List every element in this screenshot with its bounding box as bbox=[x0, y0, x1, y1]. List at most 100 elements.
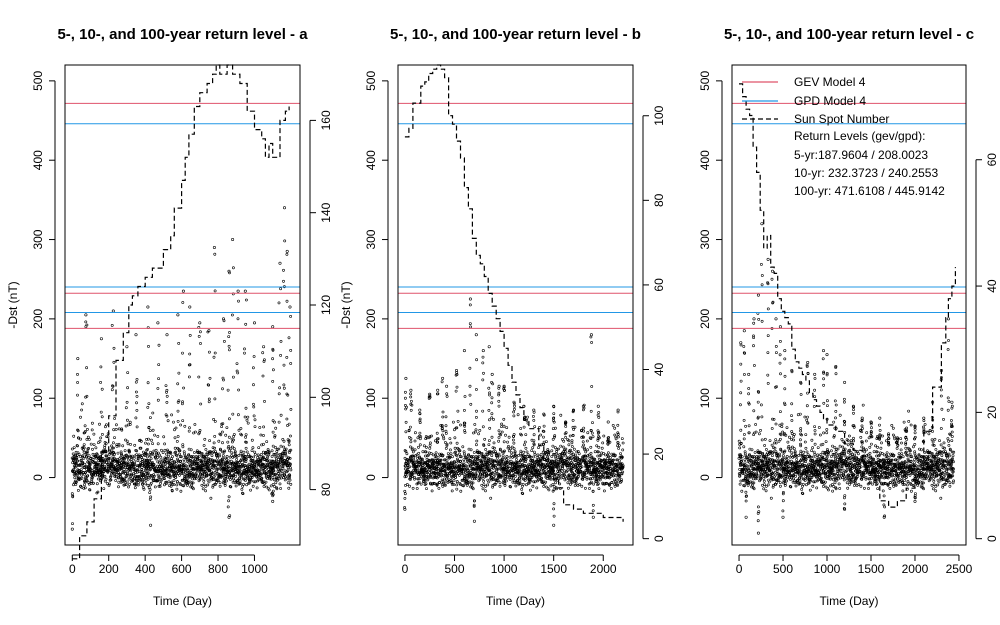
dst-point bbox=[445, 459, 449, 463]
dst-point bbox=[131, 479, 135, 483]
dst-point bbox=[136, 459, 140, 463]
x-tick-label: 600 bbox=[172, 562, 192, 576]
dst-point bbox=[256, 453, 260, 457]
dst-point bbox=[232, 447, 236, 451]
dst-point bbox=[138, 465, 142, 469]
dst-point bbox=[568, 434, 572, 438]
dst-point bbox=[100, 415, 104, 419]
dst-point bbox=[461, 445, 465, 449]
dst-point bbox=[140, 457, 144, 461]
dst-point bbox=[207, 397, 211, 401]
dst-point bbox=[179, 455, 183, 459]
dst-point bbox=[444, 431, 448, 435]
dst-point bbox=[269, 484, 273, 488]
dst-point bbox=[176, 457, 179, 461]
dst-point bbox=[562, 439, 566, 443]
dst-point bbox=[126, 472, 129, 476]
dst-point bbox=[477, 432, 481, 436]
dst-point bbox=[228, 514, 232, 518]
dst-point bbox=[172, 420, 175, 424]
dst-point bbox=[209, 450, 212, 454]
dst-point bbox=[216, 467, 219, 471]
dst-point bbox=[588, 487, 591, 490]
dst-point bbox=[226, 440, 230, 444]
dst-point bbox=[217, 439, 221, 443]
dst-point bbox=[184, 470, 188, 474]
dst-point bbox=[133, 460, 137, 464]
dst-point bbox=[769, 464, 773, 468]
dst-point bbox=[791, 445, 794, 449]
dst-point bbox=[200, 468, 203, 471]
dst-point bbox=[147, 344, 150, 348]
dst-point bbox=[234, 474, 238, 478]
dst-point bbox=[415, 468, 419, 472]
dst-point bbox=[222, 319, 226, 323]
dst-point bbox=[220, 474, 224, 478]
dst-point bbox=[289, 434, 292, 438]
x-tick-label: 1500 bbox=[540, 562, 567, 576]
y-right-tick-label: 120 bbox=[319, 295, 333, 315]
dst-point bbox=[112, 360, 116, 364]
dst-point bbox=[422, 444, 426, 448]
dst-point bbox=[484, 489, 487, 493]
dst-point bbox=[99, 365, 103, 369]
dst-point bbox=[96, 467, 100, 470]
dst-point bbox=[581, 440, 585, 444]
dst-point bbox=[175, 487, 179, 491]
dst-point bbox=[151, 442, 155, 446]
dst-point bbox=[252, 402, 255, 406]
dst-point bbox=[559, 444, 563, 448]
dst-point bbox=[137, 481, 140, 485]
y-right-tick-label: 160 bbox=[319, 110, 333, 130]
dst-point bbox=[776, 456, 780, 460]
dst-point bbox=[111, 384, 114, 388]
dst-point bbox=[210, 454, 214, 458]
dst-point bbox=[142, 470, 146, 474]
dst-point bbox=[285, 417, 289, 421]
dst-point bbox=[153, 433, 157, 437]
dst-point bbox=[620, 437, 624, 441]
dst-point bbox=[227, 515, 231, 519]
dst-point bbox=[740, 489, 744, 493]
dst-point bbox=[227, 435, 231, 439]
dst-point bbox=[125, 480, 129, 484]
dst-point bbox=[150, 460, 154, 464]
dst-point bbox=[278, 386, 282, 390]
dst-point bbox=[452, 483, 456, 486]
dst-point bbox=[409, 454, 413, 458]
dst-point bbox=[533, 450, 536, 454]
dst-point bbox=[779, 484, 782, 488]
dst-point bbox=[237, 471, 241, 475]
dst-point bbox=[135, 425, 139, 429]
dst-point bbox=[146, 442, 150, 446]
dst-point bbox=[213, 446, 217, 450]
dst-point bbox=[243, 347, 246, 351]
dst-point bbox=[465, 477, 469, 481]
dst-point bbox=[497, 404, 501, 408]
dst-point bbox=[208, 439, 212, 443]
dst-point bbox=[175, 439, 179, 443]
dst-point bbox=[162, 435, 166, 439]
dst-point bbox=[71, 470, 75, 474]
dst-point bbox=[456, 419, 460, 423]
dst-point bbox=[138, 478, 142, 481]
dst-point bbox=[531, 484, 535, 488]
dst-point bbox=[481, 349, 485, 353]
dst-point bbox=[241, 492, 245, 496]
dst-point bbox=[146, 471, 150, 475]
dst-point bbox=[202, 479, 206, 483]
dst-point bbox=[178, 449, 182, 453]
dst-point bbox=[96, 477, 100, 481]
dst-point bbox=[112, 446, 115, 450]
dst-point bbox=[144, 478, 148, 482]
dst-point bbox=[133, 476, 136, 480]
dst-point bbox=[542, 484, 546, 488]
dst-point bbox=[451, 420, 455, 424]
dst-point bbox=[434, 451, 438, 455]
dst-point bbox=[134, 380, 138, 384]
dst-point bbox=[245, 418, 249, 422]
dst-point bbox=[120, 428, 124, 432]
dst-point bbox=[621, 441, 625, 445]
dst-point bbox=[71, 522, 74, 526]
dst-point bbox=[600, 446, 604, 450]
